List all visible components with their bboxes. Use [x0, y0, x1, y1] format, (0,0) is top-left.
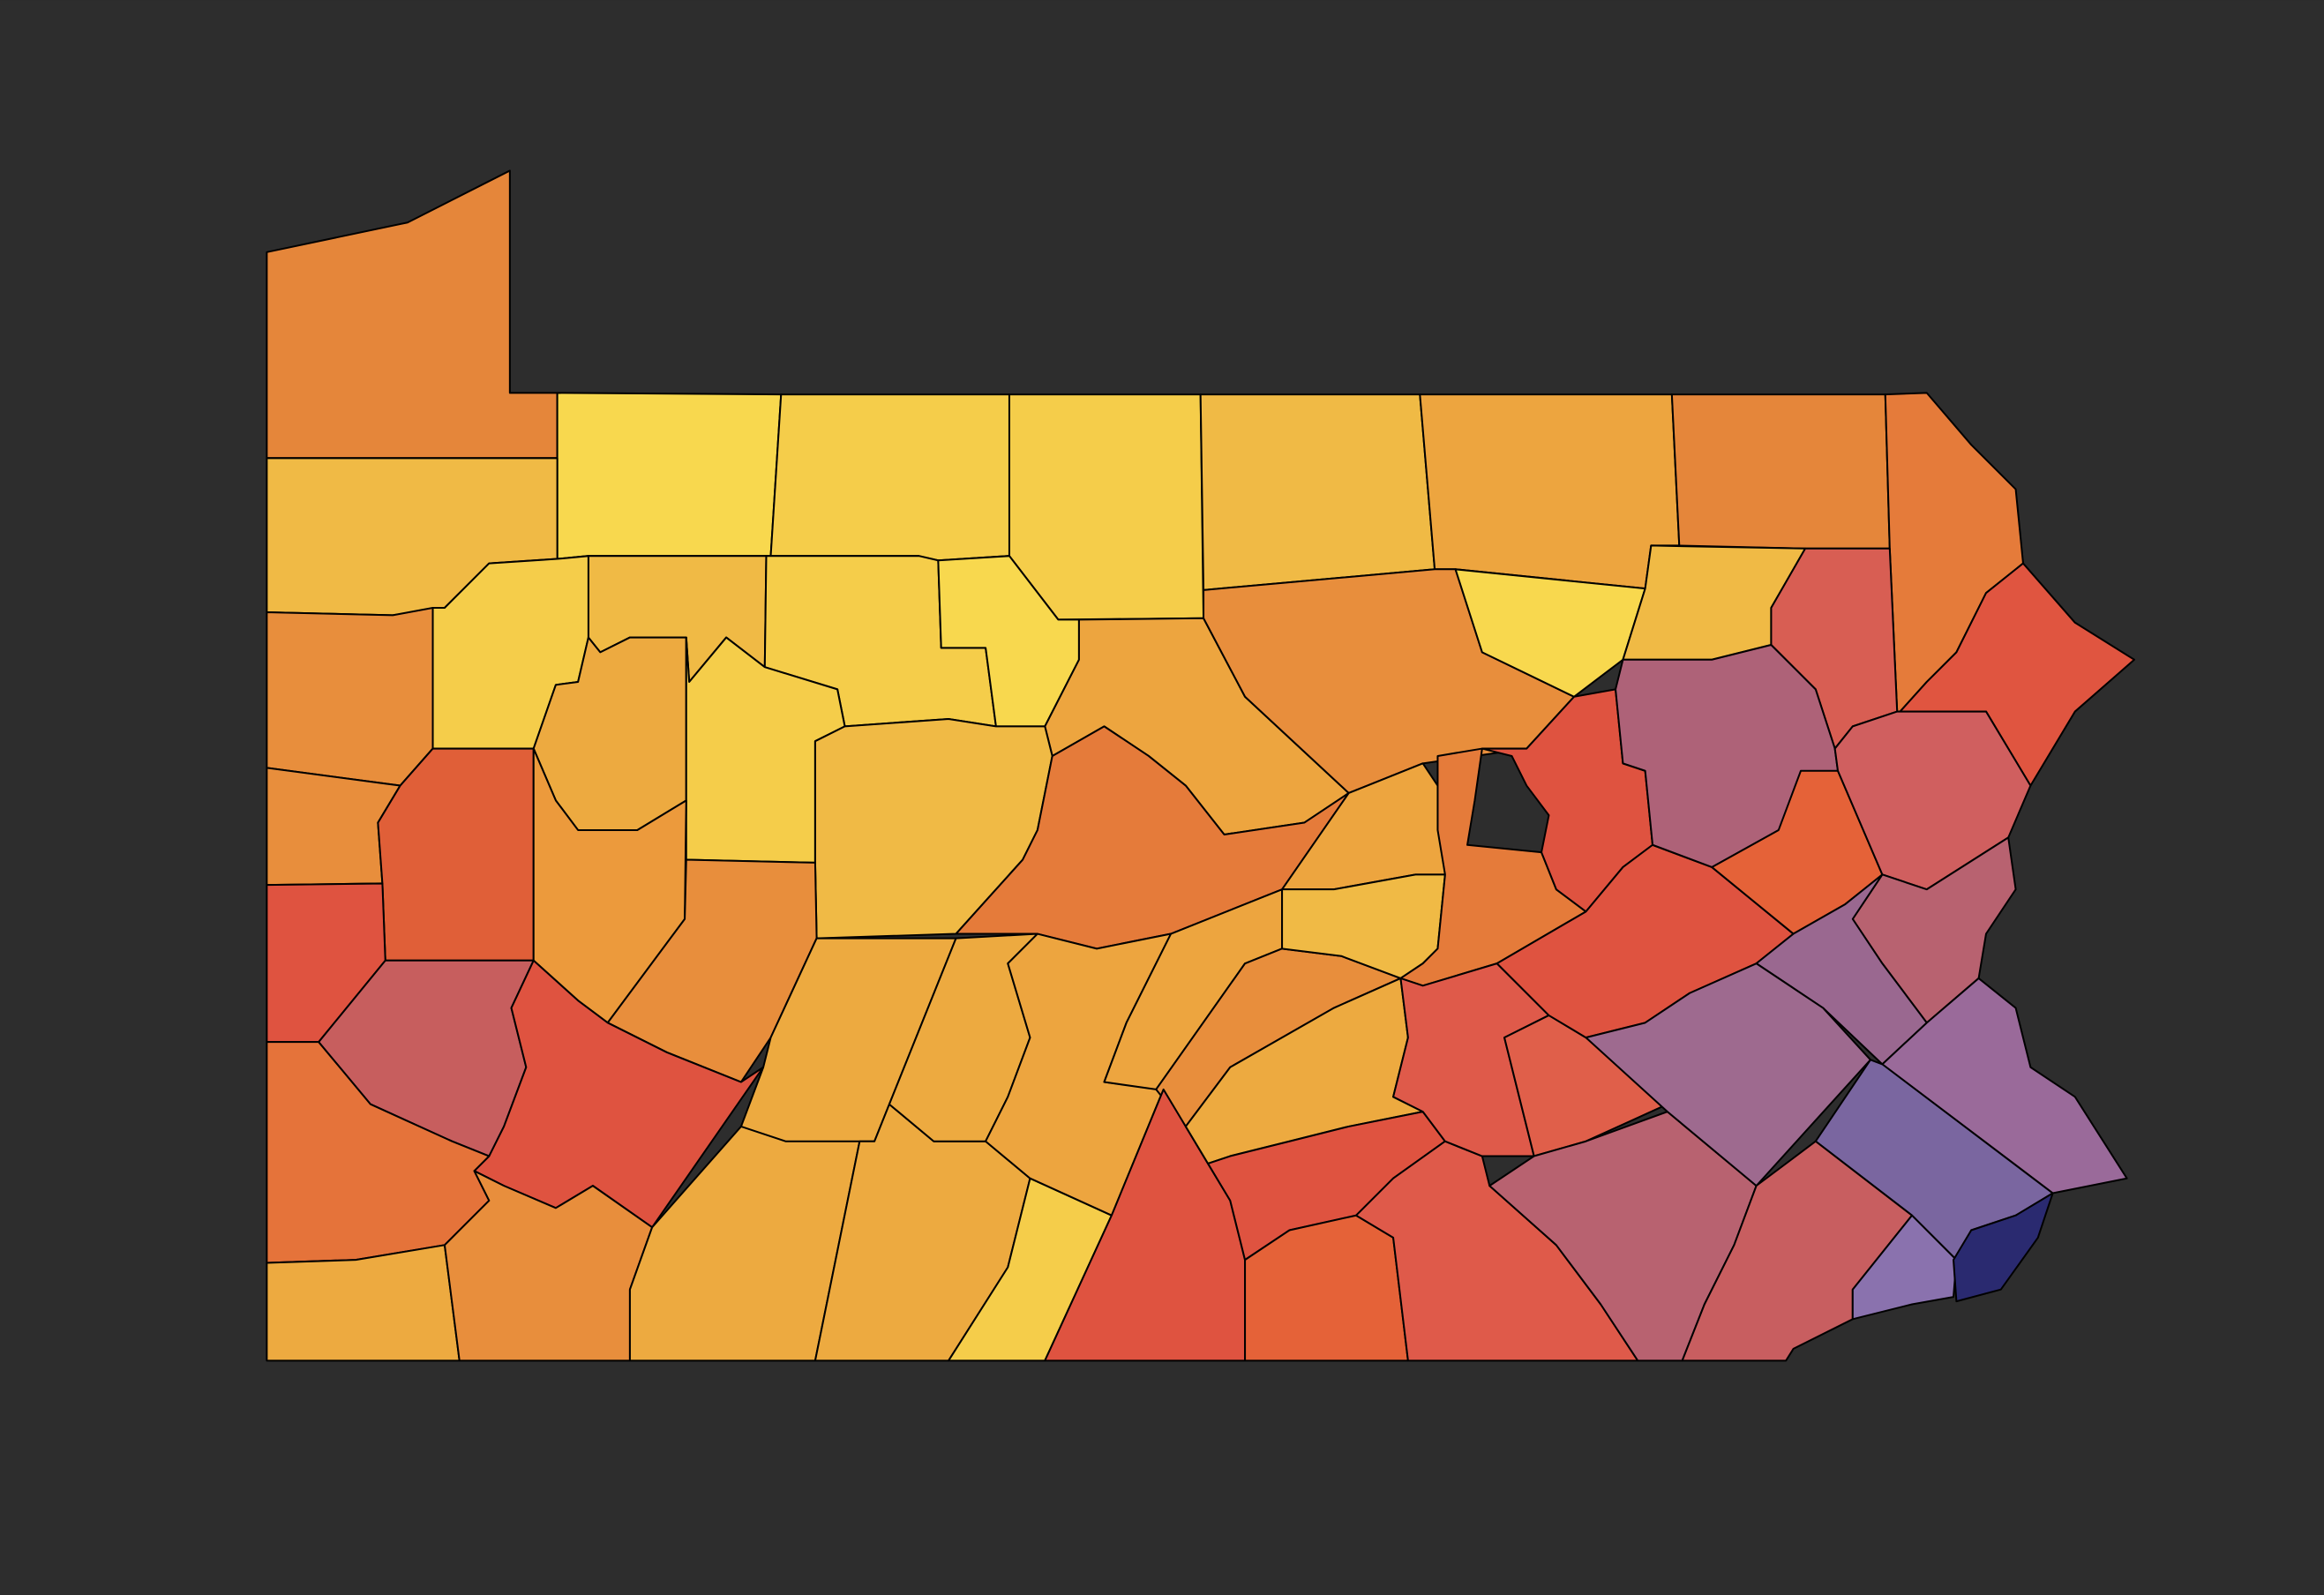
county [1953, 1192, 2054, 1303]
county [443, 1170, 654, 1362]
county [767, 393, 1010, 562]
county [1008, 393, 1205, 621]
county [1585, 962, 1871, 1187]
counties [266, 169, 2135, 1362]
county [1454, 568, 1646, 698]
county [1670, 393, 1891, 550]
county [1681, 1140, 1914, 1362]
county [556, 392, 783, 560]
county [1199, 393, 1436, 591]
county [266, 606, 434, 787]
county [266, 1244, 461, 1362]
county [1419, 393, 1681, 590]
